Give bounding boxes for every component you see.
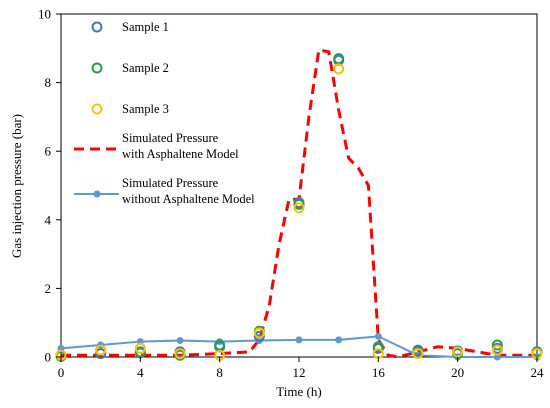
x-tick-label: 4 [137, 365, 144, 380]
data-point [95, 348, 107, 360]
legend-label: Sample 3 [122, 102, 169, 116]
x-tick-label: 24 [531, 365, 545, 380]
y-tick-label: 8 [45, 75, 52, 90]
data-point [333, 63, 345, 75]
legend-marker [91, 103, 103, 115]
data-point [214, 339, 226, 351]
data-point [372, 348, 384, 360]
x-tick-label: 16 [372, 365, 386, 380]
legend-marker [91, 21, 103, 33]
series-point [374, 332, 382, 340]
data-point [491, 344, 503, 356]
data-point [293, 198, 305, 210]
y-axis-title: Gas injection pressure (bar) [9, 114, 24, 258]
data-point [174, 348, 186, 360]
legend-label: Simulated Pressure without Asphaltene Mod… [122, 176, 255, 206]
data-point [333, 53, 345, 65]
legend-label: Simulated Pressure with Asphaltene Model [122, 131, 239, 161]
data-point [134, 342, 146, 354]
data-point [531, 348, 543, 360]
series-point [176, 337, 184, 345]
legend-marker [91, 62, 103, 74]
y-tick-label: 2 [45, 281, 52, 296]
data-point [253, 330, 265, 342]
x-tick-label: 20 [451, 365, 464, 380]
y-axis: 0 2 4 6 8 10 [38, 7, 61, 365]
y-tick-label: 4 [45, 212, 52, 227]
data-point [491, 339, 503, 351]
data-point [95, 344, 107, 356]
data-point [372, 341, 384, 353]
series-1 [55, 53, 543, 362]
legend: Sample 1 Sample 2 Sample 3 Simulated Pressu… [74, 20, 255, 206]
y-tick-label: 10 [38, 7, 51, 22]
series-point [335, 336, 343, 344]
data-point [293, 202, 305, 214]
series-layer [55, 48, 543, 362]
series-point [295, 336, 303, 344]
x-tick-label: 12 [293, 365, 306, 380]
data-point [134, 346, 146, 358]
x-tick-label: 0 [58, 365, 65, 380]
x-axis: 0 4 8 12 16 20 24 [58, 357, 544, 380]
data-point [412, 348, 424, 360]
data-point [452, 346, 464, 358]
legend-label: Sample 1 [122, 20, 169, 34]
x-axis-title: Time (h) [276, 384, 321, 399]
legend-line-marker [93, 190, 101, 198]
data-point [253, 327, 265, 339]
y-tick-label: 0 [45, 350, 52, 365]
x-tick-label: 8 [216, 365, 223, 380]
y-tick-label: 6 [45, 144, 52, 159]
legend-label: Sample 2 [122, 61, 169, 75]
